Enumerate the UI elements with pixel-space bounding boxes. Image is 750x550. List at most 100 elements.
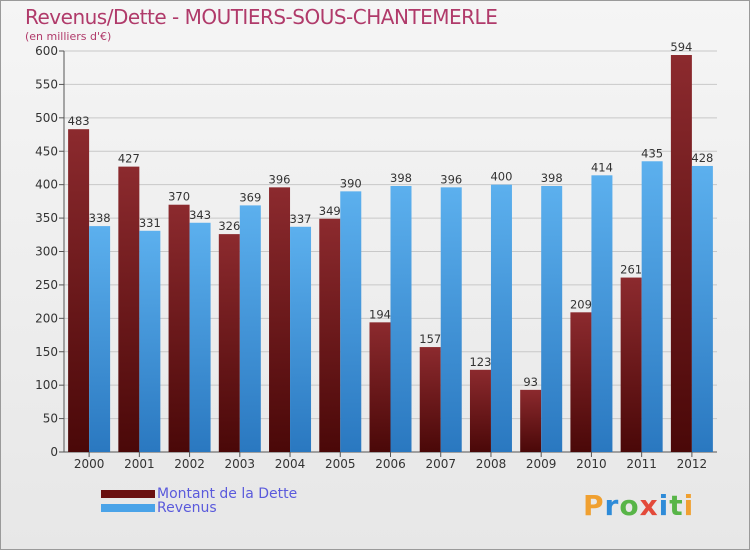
- value-label-debt: 93: [523, 375, 538, 389]
- y-tick-label: 0: [50, 445, 58, 459]
- value-label-revenue: 400: [490, 170, 512, 184]
- bar-revenue: [691, 165, 713, 452]
- logo-letter: t: [669, 489, 684, 522]
- bar-debt: [168, 204, 190, 452]
- legend-swatch-revenue: [101, 504, 155, 512]
- bar-revenue: [189, 222, 211, 452]
- value-label-revenue: 396: [440, 172, 462, 186]
- value-label-revenue: 343: [189, 208, 211, 222]
- bar-debt: [269, 187, 291, 452]
- value-label-revenue: 338: [89, 211, 111, 225]
- chart-subtitle: (en milliers d'€): [25, 30, 112, 43]
- y-tick-label: 300: [35, 245, 58, 259]
- legend-item-debt: Montant de la Dette: [101, 486, 298, 502]
- value-label-revenue: 428: [691, 151, 713, 165]
- value-label-debt: 209: [570, 297, 592, 311]
- bar-debt: [570, 312, 592, 452]
- value-label-revenue: 398: [390, 171, 412, 185]
- legend-item-revenue: Revenus: [101, 500, 297, 516]
- bar-revenue: [541, 186, 563, 452]
- logo-letter: o: [619, 489, 640, 522]
- value-label-revenue: 331: [139, 216, 161, 230]
- y-tick-label: 200: [35, 311, 58, 325]
- x-tick-label: 2001: [124, 457, 155, 471]
- bar-revenue: [641, 161, 663, 452]
- bar-debt: [670, 55, 692, 452]
- x-tick-label: 2010: [576, 457, 607, 471]
- logo-letter: P: [583, 489, 605, 522]
- legend-swatch-debt: [101, 490, 155, 498]
- bar-revenue: [89, 226, 111, 452]
- y-tick-label: 550: [35, 77, 58, 91]
- bar-debt: [218, 234, 240, 452]
- y-tick-label: 500: [35, 111, 58, 125]
- logo-letter: x: [639, 489, 659, 522]
- x-tick-label: 2006: [375, 457, 406, 471]
- value-label-revenue: 390: [340, 176, 362, 190]
- bar-debt: [620, 277, 642, 452]
- value-label-debt: 349: [319, 204, 341, 218]
- bar-revenue: [440, 187, 462, 452]
- bar-revenue: [139, 230, 161, 452]
- bars: [68, 55, 713, 452]
- logo-letter: i: [658, 489, 670, 522]
- x-tick-label: 2003: [225, 457, 256, 471]
- logo-letter: i: [683, 489, 695, 522]
- legend: Montant de la Dette Revenus: [101, 486, 298, 516]
- value-labels: 483 338 427 331 370 343 326 369 396 337 349 390 194 3…: [68, 40, 714, 389]
- y-tick-label: 150: [35, 345, 58, 359]
- bar-revenue: [290, 226, 312, 452]
- y-tick-label: 450: [35, 144, 58, 158]
- value-label-debt: 123: [469, 355, 491, 369]
- logo-letter: r: [604, 489, 620, 522]
- legend-label-debt: Montant de la Dette: [157, 486, 298, 502]
- value-label-debt: 594: [670, 40, 692, 54]
- x-tick-label: 2011: [626, 457, 657, 471]
- value-label-debt: 396: [269, 172, 291, 186]
- bar-revenue: [490, 184, 512, 452]
- axes: 0 50 100 150 200 250 300 350 400 450 500 550 600 2000…: [35, 44, 717, 471]
- y-tick-label: 600: [35, 44, 58, 58]
- x-tick-label: 2007: [425, 457, 456, 471]
- bar-debt: [68, 129, 90, 452]
- bar-debt: [118, 166, 140, 452]
- bar-debt: [520, 389, 542, 452]
- y-tick-label: 350: [35, 211, 58, 225]
- bar-revenue: [239, 205, 261, 452]
- x-tick-label: 2005: [325, 457, 356, 471]
- x-tick-label: 2002: [174, 457, 205, 471]
- y-tick-label: 100: [35, 378, 58, 392]
- value-label-debt: 483: [68, 114, 90, 128]
- bar-debt: [469, 369, 491, 452]
- value-label-debt: 326: [218, 219, 240, 233]
- value-label-revenue: 398: [541, 171, 563, 185]
- x-tick-label: 2004: [275, 457, 306, 471]
- bar-revenue: [340, 191, 362, 452]
- y-tick-label: 250: [35, 278, 58, 292]
- value-label-revenue: 414: [591, 160, 613, 174]
- value-label-debt: 370: [168, 190, 190, 204]
- value-label-debt: 427: [118, 152, 140, 166]
- bar-revenue: [390, 186, 412, 452]
- value-label-revenue: 337: [290, 212, 312, 226]
- legend-label-revenue: Revenus: [157, 500, 217, 516]
- chart-title: Revenus/Dette - MOUTIERS-SOUS-CHANTEMERL…: [25, 5, 498, 29]
- value-label-revenue: 435: [641, 146, 663, 160]
- x-tick-label: 2012: [677, 457, 708, 471]
- bar-debt: [419, 347, 441, 452]
- x-tick-label: 2000: [74, 457, 105, 471]
- value-label-debt: 157: [419, 332, 441, 346]
- value-label-debt: 261: [620, 263, 642, 277]
- bar-debt: [319, 218, 341, 452]
- bar-revenue: [591, 175, 613, 452]
- value-label-revenue: 369: [239, 190, 261, 204]
- bar-debt: [369, 322, 391, 452]
- proxiti-logo: Proxiti: [583, 489, 694, 522]
- y-tick-label: 50: [43, 412, 58, 426]
- y-tick-label: 400: [35, 178, 58, 192]
- x-tick-label: 2008: [476, 457, 507, 471]
- value-label-debt: 194: [369, 307, 391, 321]
- x-tick-label: 2009: [526, 457, 557, 471]
